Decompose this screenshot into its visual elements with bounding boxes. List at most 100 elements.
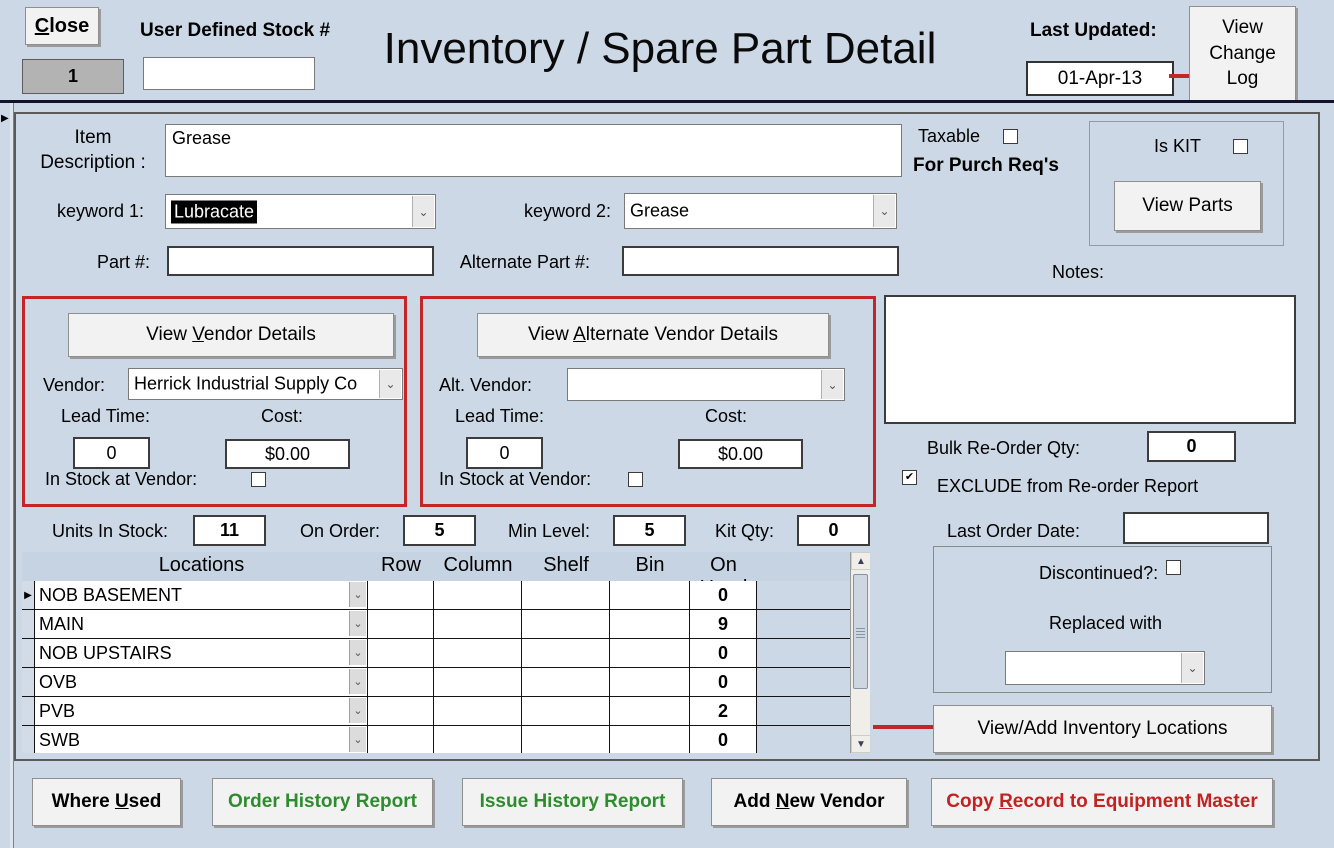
bin-cell[interactable] (610, 581, 690, 610)
column-cell[interactable] (434, 668, 522, 697)
row-cell[interactable] (368, 610, 434, 639)
table-row[interactable]: OVB ⌄ 0 (22, 668, 850, 697)
bin-cell[interactable] (610, 639, 690, 668)
alt-vendor-in-stock-checkbox[interactable] (628, 472, 643, 487)
view-change-log-button[interactable]: View Change Log (1189, 6, 1296, 101)
location-dropdown-icon[interactable]: ⌄ (349, 698, 366, 723)
on-hand-cell[interactable]: 0 (690, 581, 757, 610)
is-kit-checkbox[interactable] (1233, 139, 1248, 154)
alt-vendor-dropdown-icon[interactable]: ⌄ (821, 370, 843, 399)
discontinued-checkbox[interactable] (1166, 560, 1181, 575)
vendor-lead-time-field[interactable]: 0 (73, 437, 150, 469)
bulk-reorder-qty-field[interactable]: 0 (1147, 431, 1236, 462)
location-dropdown-icon[interactable]: ⌄ (349, 640, 366, 665)
row-selector-cell (22, 639, 35, 668)
alt-vendor-cost-field[interactable]: $0.00 (678, 439, 803, 469)
table-scrollbar[interactable]: ▲ ▼ (850, 552, 870, 753)
on-hand-cell[interactable]: 0 (690, 639, 757, 668)
exclude-reorder-checkbox[interactable]: ✔ (902, 470, 917, 485)
column-cell[interactable] (434, 639, 522, 668)
keyword1-combobox[interactable]: Lubracate ⌄ (165, 194, 436, 229)
bin-cell[interactable] (610, 610, 690, 639)
close-button[interactable]: Close (25, 7, 99, 45)
notes-input[interactable] (884, 295, 1296, 424)
view-parts-button[interactable]: View Parts (1114, 181, 1261, 231)
table-row[interactable]: SWB ⌄ 0 (22, 726, 850, 753)
kit-qty-field[interactable]: 0 (797, 515, 870, 546)
location-cell[interactable]: OVB ⌄ (35, 668, 368, 697)
alt-vendor-combobox[interactable]: ⌄ (567, 368, 845, 401)
issue-history-report-button[interactable]: Issue History Report (462, 778, 683, 826)
view-add-inventory-locations-button[interactable]: View/Add Inventory Locations (933, 705, 1272, 753)
location-cell[interactable]: MAIN ⌄ (35, 610, 368, 639)
on-hand-cell[interactable]: 9 (690, 610, 757, 639)
vendor-combobox[interactable]: Herrick Industrial Supply Co ⌄ (128, 368, 403, 400)
last-updated-field[interactable]: 01-Apr-13 (1026, 61, 1174, 96)
exclude-reorder-label: EXCLUDE from Re-order Report (937, 476, 1199, 496)
shelf-cell[interactable] (522, 668, 610, 697)
on-hand-cell[interactable]: 2 (690, 697, 757, 726)
order-history-report-button[interactable]: Order History Report (212, 778, 433, 826)
spacer-cell (757, 639, 850, 668)
shelf-cell[interactable] (522, 726, 610, 753)
vendor-cost-field[interactable]: $0.00 (225, 439, 350, 469)
table-row[interactable]: ▶ NOB BASEMENT ⌄ 0 (22, 581, 850, 610)
location-dropdown-icon[interactable]: ⌄ (349, 669, 366, 694)
column-cell[interactable] (434, 726, 522, 753)
keyword2-dropdown-icon[interactable]: ⌄ (873, 195, 895, 227)
location-cell[interactable]: NOB BASEMENT ⌄ (35, 581, 368, 610)
taxable-checkbox[interactable] (1003, 129, 1018, 144)
replaced-with-dropdown-icon[interactable]: ⌄ (1181, 653, 1203, 683)
table-row[interactable]: MAIN ⌄ 9 (22, 610, 850, 639)
location-cell[interactable]: PVB ⌄ (35, 697, 368, 726)
part-number-input[interactable] (167, 246, 434, 276)
keyword1-dropdown-icon[interactable]: ⌄ (412, 196, 434, 227)
location-cell[interactable]: SWB ⌄ (35, 726, 368, 753)
shelf-cell[interactable] (522, 697, 610, 726)
column-cell[interactable] (434, 697, 522, 726)
bin-cell[interactable] (610, 726, 690, 753)
table-row[interactable]: PVB ⌄ 2 (22, 697, 850, 726)
on-hand-cell[interactable]: 0 (690, 668, 757, 697)
units-in-stock-field[interactable]: 11 (193, 515, 266, 546)
location-dropdown-icon[interactable]: ⌄ (349, 727, 366, 752)
stock-number-input[interactable] (143, 57, 315, 90)
column-cell[interactable] (434, 581, 522, 610)
scrollbar-thumb[interactable] (853, 574, 868, 689)
where-used-button[interactable]: Where Used (32, 778, 181, 826)
scrollbar-up-icon[interactable]: ▲ (851, 552, 870, 570)
bin-cell[interactable] (610, 697, 690, 726)
on-hand-cell[interactable]: 0 (690, 726, 757, 753)
shelf-cell[interactable] (522, 639, 610, 668)
location-cell[interactable]: NOB UPSTAIRS ⌄ (35, 639, 368, 668)
min-level-field[interactable]: 5 (613, 515, 686, 546)
table-row[interactable]: NOB UPSTAIRS ⌄ 0 (22, 639, 850, 668)
shelf-cell[interactable] (522, 610, 610, 639)
keyword2-combobox[interactable]: Grease ⌄ (624, 193, 897, 229)
vendor-dropdown-icon[interactable]: ⌄ (379, 370, 401, 398)
add-new-vendor-button[interactable]: Add New Vendor (711, 778, 907, 826)
item-description-input[interactable]: Grease (165, 124, 902, 177)
spacer-cell (757, 610, 850, 639)
scrollbar-down-icon[interactable]: ▼ (851, 735, 870, 753)
shelf-cell[interactable] (522, 581, 610, 610)
vendor-in-stock-checkbox[interactable] (251, 472, 266, 487)
row-cell[interactable] (368, 726, 434, 753)
copy-record-to-equipment-master-button[interactable]: Copy Record to Equipment Master (931, 778, 1273, 826)
alternate-part-number-input[interactable] (622, 246, 899, 276)
on-order-field[interactable]: 5 (403, 515, 476, 546)
view-alternate-vendor-details-button[interactable]: View Alternate Vendor Details (477, 313, 829, 357)
replaced-with-combobox[interactable]: ⌄ (1005, 651, 1205, 685)
last-order-date-field[interactable] (1123, 512, 1269, 544)
location-dropdown-icon[interactable]: ⌄ (349, 611, 366, 636)
bin-cell[interactable] (610, 668, 690, 697)
row-cell[interactable] (368, 668, 434, 697)
row-cell[interactable] (368, 639, 434, 668)
row-cell[interactable] (368, 697, 434, 726)
row-cell[interactable] (368, 581, 434, 610)
column-cell[interactable] (434, 610, 522, 639)
column-header-bin: Bin (635, 554, 665, 576)
view-vendor-details-button[interactable]: View Vendor Details (68, 313, 394, 357)
location-dropdown-icon[interactable]: ⌄ (349, 582, 366, 607)
alt-vendor-lead-time-field[interactable]: 0 (466, 437, 543, 469)
